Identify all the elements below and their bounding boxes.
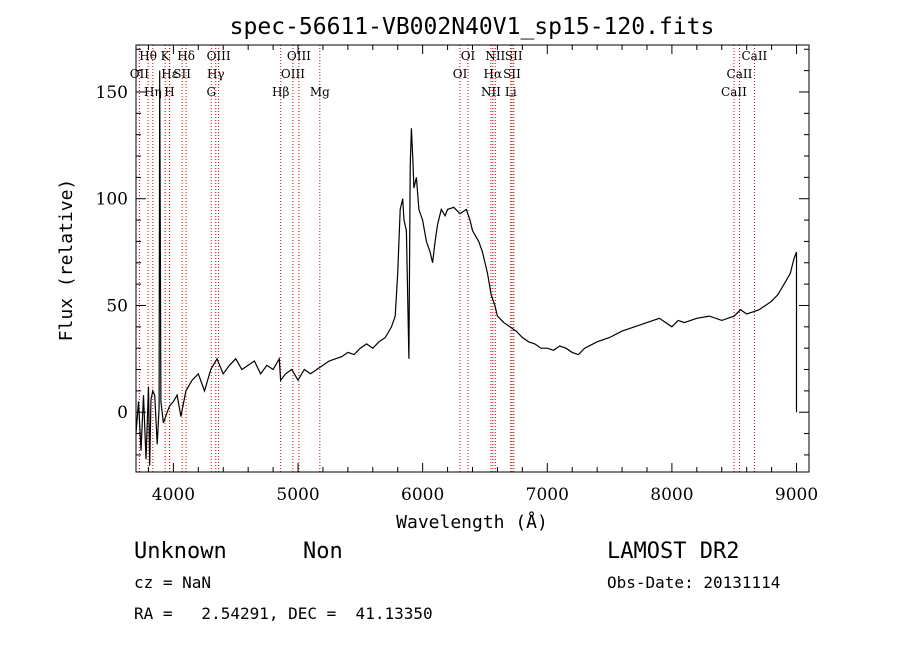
line-marker-label: G bbox=[206, 85, 216, 99]
y-tick-label: 0 bbox=[117, 403, 128, 423]
line-marker-label: OIII bbox=[287, 49, 311, 63]
line-marker-label: Hγ bbox=[207, 67, 225, 81]
line-marker-label: CaII bbox=[721, 85, 747, 99]
line-marker-label: Mg bbox=[310, 85, 330, 99]
line-marker-label: Hε bbox=[161, 67, 178, 81]
line-marker-label: Li bbox=[505, 85, 517, 99]
chart-title: spec-56611-VB002N40V1_sp15-120.fits bbox=[230, 14, 715, 40]
line-marker-label: SII bbox=[503, 67, 521, 81]
line-marker-label: Hδ bbox=[177, 49, 195, 63]
redshift: cz = NaN bbox=[134, 573, 211, 592]
line-marker-label: H bbox=[164, 85, 174, 99]
y-axis-title: Flux (relative) bbox=[56, 179, 77, 342]
y-tick-label: 100 bbox=[96, 190, 128, 210]
line-marker-label: OII bbox=[130, 67, 150, 81]
x-axis-title: Wavelength (Å) bbox=[396, 511, 548, 533]
plot-frame bbox=[135, 44, 810, 473]
obs-date: Obs-Date: 20131114 bbox=[607, 573, 780, 592]
line-marker-label: Hη bbox=[144, 85, 162, 99]
x-tick-label: 7000 bbox=[526, 485, 569, 505]
y-tick-label: 50 bbox=[106, 296, 128, 316]
object-class: Unknown bbox=[134, 539, 227, 564]
line-marker-label: Hβ bbox=[272, 85, 289, 99]
x-tick-label: 4000 bbox=[152, 485, 195, 505]
line-marker-label: OIII bbox=[207, 49, 231, 63]
line-marker-label: Hθ bbox=[139, 49, 157, 63]
line-marker-label: CaII bbox=[727, 67, 753, 81]
line-marker-label: OIII bbox=[281, 67, 305, 81]
emission-line-markers bbox=[138, 45, 755, 472]
object-subclass: Non bbox=[303, 539, 343, 564]
line-marker-label: SII bbox=[173, 67, 191, 81]
x-tick-label: 8000 bbox=[650, 485, 693, 505]
line-marker-label: NII bbox=[485, 49, 505, 63]
x-tick-label: 6000 bbox=[401, 485, 444, 505]
spectrum-line bbox=[135, 70, 798, 466]
survey-name: LAMOST DR2 bbox=[607, 539, 739, 564]
line-marker-label: K bbox=[161, 49, 171, 63]
line-marker-label: NII bbox=[481, 85, 501, 99]
x-tick-label: 5000 bbox=[276, 485, 319, 505]
line-marker-label: Hα bbox=[484, 67, 503, 81]
line-marker-label: SII bbox=[505, 49, 523, 63]
x-tick-label: 9000 bbox=[775, 485, 818, 505]
coordinates: RA = 2.54291, DEC = 41.13350 bbox=[134, 604, 433, 623]
line-marker-label: OI bbox=[461, 49, 476, 63]
line-marker-label: CaII bbox=[741, 49, 767, 63]
line-marker-label: OI bbox=[453, 67, 468, 81]
y-tick-label: 150 bbox=[96, 83, 128, 103]
axis-ticks: 4000 5000 6000 7000 8000 9000 0 50 100 150 bbox=[96, 45, 818, 505]
